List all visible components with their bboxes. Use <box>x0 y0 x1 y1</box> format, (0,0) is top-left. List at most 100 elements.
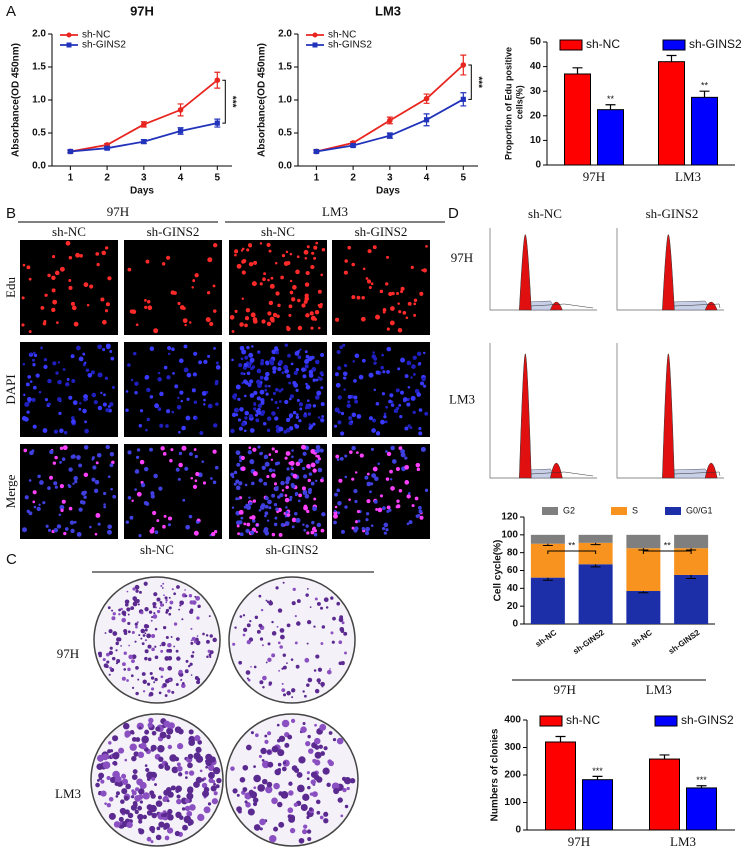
cell <box>59 504 65 510</box>
row-label: Edu <box>3 277 18 298</box>
marker <box>460 62 467 68</box>
cell <box>307 478 311 483</box>
colony <box>326 669 332 675</box>
cell <box>291 297 296 302</box>
cell <box>270 398 274 401</box>
cell <box>404 464 410 470</box>
cell <box>418 431 423 436</box>
cell <box>91 456 95 460</box>
micrograph <box>229 240 327 335</box>
cell <box>248 413 254 419</box>
cell <box>61 457 66 462</box>
colony <box>261 760 270 769</box>
cell <box>347 245 352 250</box>
cell <box>178 462 183 468</box>
colony <box>170 636 173 638</box>
cell <box>54 455 58 460</box>
colony <box>282 653 286 657</box>
colony <box>154 783 157 787</box>
colony <box>191 636 196 641</box>
cell <box>256 396 261 401</box>
cell <box>285 506 288 509</box>
cell <box>252 499 257 503</box>
colony <box>138 828 145 835</box>
cell <box>337 420 342 425</box>
cell <box>271 447 275 451</box>
cell <box>266 416 272 421</box>
colony <box>207 802 212 806</box>
dish <box>225 713 359 847</box>
marker <box>177 128 184 134</box>
colony <box>131 737 137 742</box>
colony <box>278 669 280 672</box>
colony <box>96 754 104 762</box>
row-label: LM3 <box>55 786 81 801</box>
colony <box>302 721 306 725</box>
cell <box>52 299 58 305</box>
cell <box>351 477 355 481</box>
cell <box>49 475 54 480</box>
colony <box>138 788 145 795</box>
cell <box>78 463 83 468</box>
cell <box>319 371 324 376</box>
cell <box>416 351 422 357</box>
cell <box>315 241 319 245</box>
cell <box>196 518 200 522</box>
colony <box>184 770 189 775</box>
cell <box>76 531 82 537</box>
cell <box>418 426 422 431</box>
marker <box>214 77 221 83</box>
trace <box>674 303 721 309</box>
colony <box>298 756 306 764</box>
x-tick-label: 97H <box>568 834 590 849</box>
g2-peak <box>704 301 718 311</box>
cell <box>414 496 419 501</box>
colony <box>265 661 268 664</box>
cell <box>270 276 274 280</box>
colony <box>190 654 194 658</box>
cell <box>321 247 326 252</box>
flow-histogram <box>616 228 724 311</box>
cell <box>385 528 389 532</box>
cell <box>253 260 258 265</box>
colony <box>302 793 310 801</box>
cell <box>90 370 95 375</box>
cell <box>27 396 32 402</box>
colony <box>207 764 215 772</box>
cell <box>301 367 306 372</box>
cell <box>368 285 372 289</box>
cell <box>311 251 315 255</box>
colony <box>326 782 331 788</box>
colony <box>304 694 307 698</box>
colony <box>280 634 285 640</box>
colony <box>104 802 107 805</box>
cell <box>362 267 366 271</box>
colony <box>304 657 310 663</box>
cell <box>280 388 284 391</box>
colony <box>134 640 137 643</box>
cell <box>157 371 161 375</box>
cell <box>347 400 351 404</box>
cell <box>264 461 270 467</box>
colony <box>294 615 297 618</box>
cell <box>139 459 145 465</box>
cell <box>81 500 86 505</box>
colony <box>291 696 294 699</box>
cell <box>333 520 337 525</box>
colony <box>176 794 181 799</box>
cell <box>274 486 279 492</box>
cell <box>199 430 204 435</box>
cell <box>181 445 187 451</box>
colony <box>269 835 277 843</box>
x-tick-label: 2 <box>104 173 110 184</box>
marker <box>387 117 393 124</box>
colony <box>136 722 144 730</box>
colony <box>161 685 165 689</box>
colony <box>155 726 161 732</box>
cell <box>40 346 43 350</box>
colony <box>131 631 135 635</box>
cell <box>243 372 246 376</box>
colony <box>161 641 166 647</box>
colony <box>129 743 137 751</box>
cell <box>127 363 131 367</box>
